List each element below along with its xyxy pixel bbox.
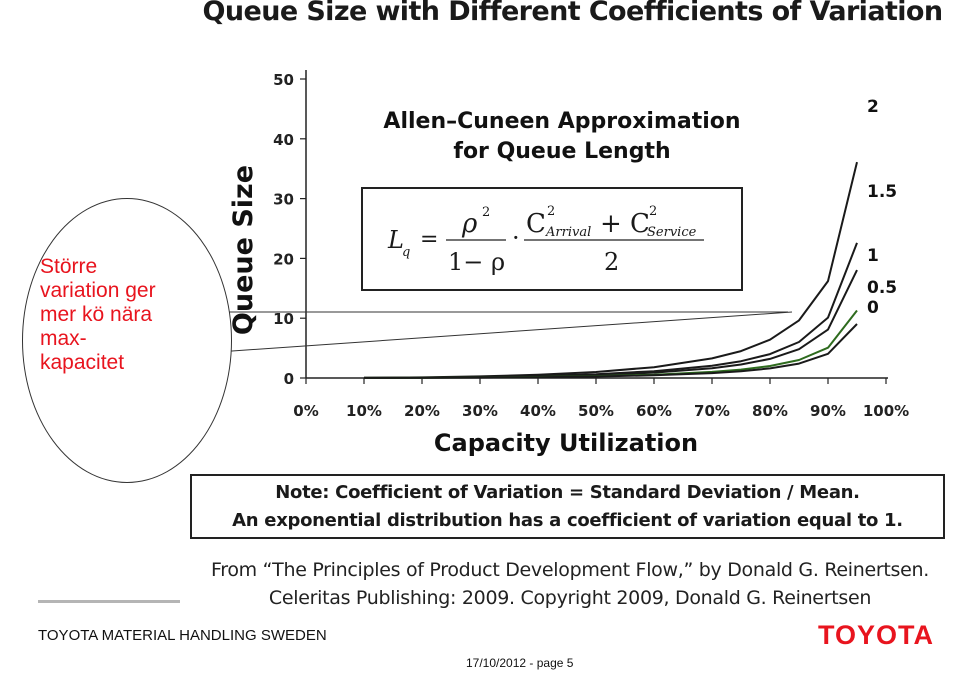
series-line-0 <box>363 323 858 379</box>
note-line-2: An exponential distribution has a coeffi… <box>232 510 903 531</box>
note-line-1: Note: Coefficient of Variation = Standar… <box>275 482 860 503</box>
formula-c-arrival: C <box>526 209 546 239</box>
source-line-1: From “The Principles of Product Developm… <box>211 559 929 581</box>
formula-c-service-sub: Service <box>647 225 697 240</box>
formula-denominator-2: 2 <box>604 248 619 276</box>
callout-pointer-lower <box>217 311 793 353</box>
x-tick-label: 100% <box>863 402 909 420</box>
formula-dot: · <box>512 224 520 252</box>
chart-title: Queue Size with Different Coefficients o… <box>202 0 944 27</box>
source-line-2: Celeritas Publishing: 2009. Copyright 20… <box>268 587 872 609</box>
callout-line: variation ger <box>40 279 156 302</box>
callout-text: Större variation ger mer kö nära max- ka… <box>40 255 190 375</box>
series-label: 1 <box>867 246 879 266</box>
x-tick-label: 90% <box>810 402 846 420</box>
formula: L q = ρ 2 1− ρ · C 2 Arrival + C 2 Servi… <box>387 204 704 276</box>
y-axis-title: Queue Size <box>228 165 259 335</box>
formula-c-service-exponent: 2 <box>649 204 657 219</box>
formula-title-line-2: for Queue Length <box>453 139 670 164</box>
y-tick-group: 0 10 20 30 40 50 <box>273 71 306 388</box>
y-tick-label: 10 <box>273 310 294 328</box>
series-label: 2 <box>867 97 879 117</box>
formula-lhs: L <box>387 226 404 254</box>
x-tick-label: 80% <box>752 402 788 420</box>
formula-rho-exponent: 2 <box>482 205 490 220</box>
formula-title-line-1: Allen–Cuneen Approximation <box>383 109 740 134</box>
series-group <box>363 161 858 379</box>
callout-line: Större <box>40 255 98 278</box>
footer-company-name: TOYOTA MATERIAL HANDLING SWEDEN <box>38 627 327 644</box>
formula-equals: = <box>420 227 438 252</box>
y-tick-label: 50 <box>273 71 294 89</box>
x-tick-label: 10% <box>346 402 382 420</box>
formula-c-arrival-sub: Arrival <box>545 225 591 240</box>
x-tick-label: 0% <box>293 402 318 420</box>
footer-date-page: 17/10/2012 - page 5 <box>466 656 574 670</box>
x-tick-label: 50% <box>578 402 614 420</box>
footer-divider <box>38 600 180 603</box>
note-box: Note: Coefficient of Variation = Standar… <box>190 474 945 539</box>
y-tick-label: 20 <box>273 250 294 268</box>
x-tick-label: 20% <box>404 402 440 420</box>
callout-line: max- <box>40 327 87 350</box>
source-citation: From “The Principles of Product Developm… <box>190 556 950 612</box>
callout-line: mer kö nära <box>40 303 153 326</box>
formula-lhs-sub: q <box>402 245 410 260</box>
x-axis-title: Capacity Utilization <box>434 429 698 457</box>
y-tick-label: 0 <box>284 370 294 388</box>
callout-line: kapacitet <box>40 351 125 374</box>
formula-plus-c-service: + C <box>600 209 650 239</box>
formula-rho-numerator: ρ <box>461 209 478 239</box>
formula-rho-denominator: 1− ρ <box>448 248 505 276</box>
x-tick-label: 30% <box>462 402 498 420</box>
series-label: 0.5 <box>867 278 897 298</box>
series-label-group: 2 1.5 1 0.50 <box>867 97 897 318</box>
x-tick-label: 70% <box>694 402 730 420</box>
callout-ellipse <box>22 198 232 483</box>
formula-c-arrival-exponent: 2 <box>547 204 555 219</box>
series-line-0-5 <box>363 309 858 379</box>
x-tick-label: 40% <box>520 402 556 420</box>
formula-box <box>361 187 743 291</box>
x-tick-label: 60% <box>636 402 672 420</box>
x-tick-group: 0% 10% 20% 30% 40% 50% 60% 70% 80% 90% 100% <box>293 378 909 420</box>
y-tick-label: 40 <box>273 131 294 149</box>
y-tick-label: 30 <box>273 191 294 209</box>
series-label: 1.5 <box>867 182 897 202</box>
toyota-logo: TOYOTA <box>818 620 935 650</box>
series-label: 0 <box>867 298 879 318</box>
